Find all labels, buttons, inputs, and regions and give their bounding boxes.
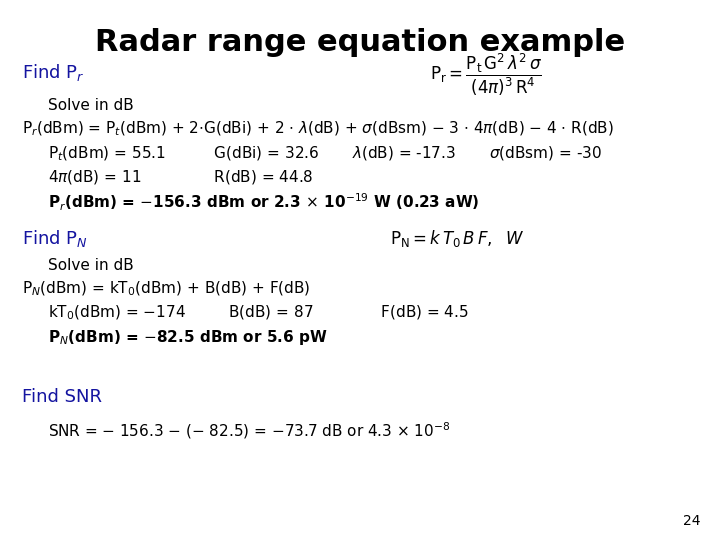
- Text: P$_r$(dBm) = P$_t$(dBm) + 2$\cdot$G(dBi) + 2 $\cdot$ $\lambda$(dB) + $\sigma$(dB: P$_r$(dBm) = P$_t$(dBm) + 2$\cdot$G(dBi)…: [22, 120, 614, 138]
- Text: P$_N$(dBm) = kT$_0$(dBm) + B(dB) + F(dB): P$_N$(dBm) = kT$_0$(dBm) + B(dB) + F(dB): [22, 280, 310, 299]
- Text: Find SNR: Find SNR: [22, 388, 102, 406]
- Text: P$_t$(dBm) = 55.1          G(dBi) = 32.6       $\lambda$(dB) = -17.3       $\sig: P$_t$(dBm) = 55.1 G(dBi) = 32.6 $\lambda…: [48, 145, 602, 164]
- Text: kT$_0$(dBm) = $-$174         B(dB) = 87              F(dB) = 4.5: kT$_0$(dBm) = $-$174 B(dB) = 87 F(dB) = …: [48, 304, 469, 322]
- Text: 24: 24: [683, 514, 700, 528]
- Text: 4$\pi$(dB) = 11               R(dB) = 44.8: 4$\pi$(dB) = 11 R(dB) = 44.8: [48, 168, 313, 186]
- Text: P$_N$(dBm) = $-$82.5 dBm or 5.6 pW: P$_N$(dBm) = $-$82.5 dBm or 5.6 pW: [48, 328, 328, 347]
- Text: Solve in dB: Solve in dB: [48, 258, 134, 273]
- Text: Radar range equation example: Radar range equation example: [95, 28, 625, 57]
- Text: SNR = $-$ 156.3 $-$ ($-$ 82.5) = $-$73.7 dB or 4.3 $\times$ 10$^{-8}$: SNR = $-$ 156.3 $-$ ($-$ 82.5) = $-$73.7…: [48, 420, 451, 441]
- Text: $\mathrm{P_r} = \dfrac{\mathrm{P_t}\,\mathrm{G}^2\,\lambda^2\,\sigma}{(4\pi)^3\,: $\mathrm{P_r} = \dfrac{\mathrm{P_t}\,\ma…: [430, 52, 542, 98]
- Text: Find P$_r$: Find P$_r$: [22, 62, 85, 83]
- Text: $\mathrm{P_N} = k\,T_0\,B\,F,\ \ W$: $\mathrm{P_N} = k\,T_0\,B\,F,\ \ W$: [390, 228, 525, 249]
- Text: Solve in dB: Solve in dB: [48, 98, 134, 113]
- Text: Find P$_N$: Find P$_N$: [22, 228, 88, 249]
- Text: P$_r$(dBm) = $-$156.3 dBm or 2.3 $\times$ 10$^{-19}$ W (0.23 aW): P$_r$(dBm) = $-$156.3 dBm or 2.3 $\times…: [48, 192, 480, 213]
